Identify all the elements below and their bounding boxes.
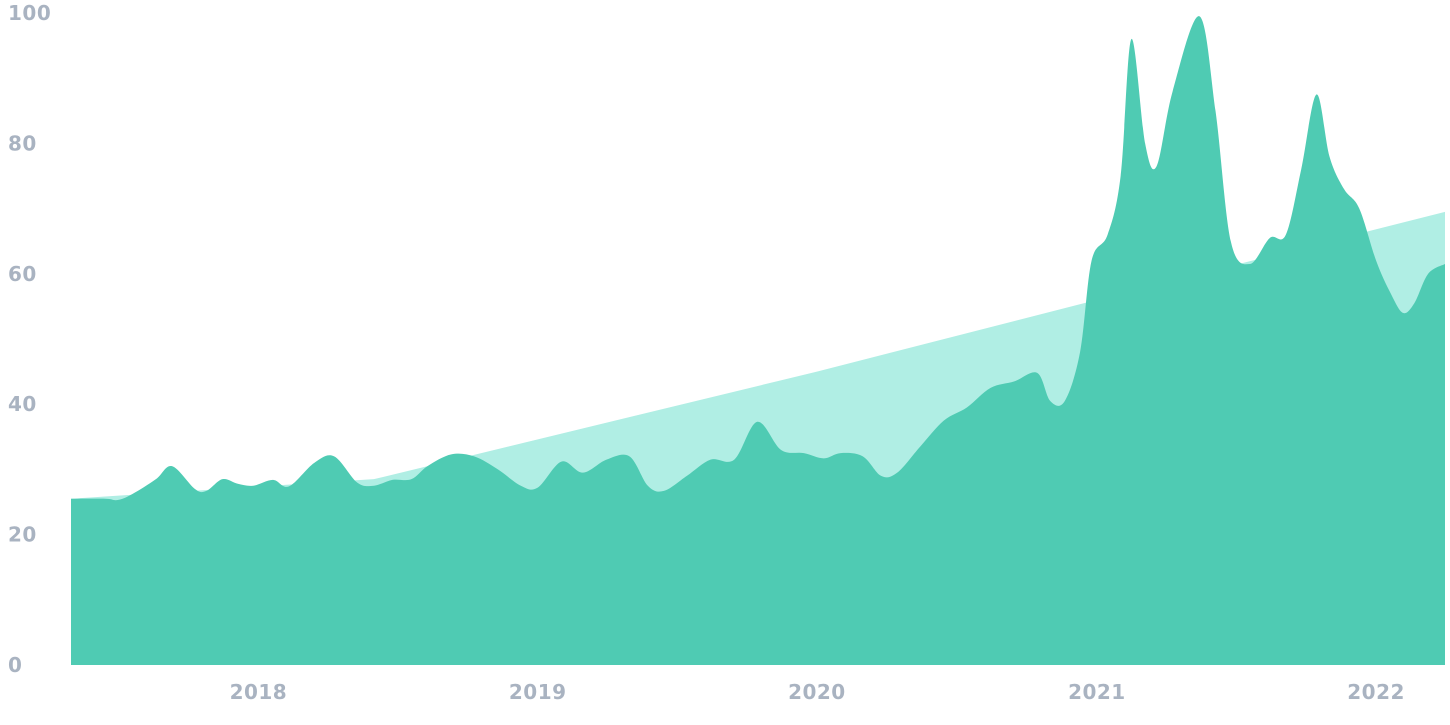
y-tick-label-0: 0 bbox=[8, 653, 22, 677]
y-tick-label-5: 100 bbox=[8, 1, 51, 25]
x-tick-label-0: 2018 bbox=[230, 680, 288, 704]
y-tick-label-1: 20 bbox=[8, 523, 37, 547]
x-tick-label-3: 2021 bbox=[1068, 680, 1126, 704]
series-layer bbox=[71, 16, 1445, 666]
x-tick-label-4: 2022 bbox=[1347, 680, 1405, 704]
x-tick-label-1: 2019 bbox=[509, 680, 567, 704]
x-axis: 2018 2019 2020 2021 2022 bbox=[230, 680, 1405, 704]
x-tick-label-2: 2020 bbox=[788, 680, 846, 704]
y-tick-label-4: 80 bbox=[8, 131, 37, 155]
actual-area-1 bbox=[71, 16, 1445, 666]
y-tick-label-2: 40 bbox=[8, 392, 37, 416]
y-axis: 0 20 40 60 80 100 bbox=[8, 1, 51, 677]
y-tick-label-3: 60 bbox=[8, 262, 37, 286]
